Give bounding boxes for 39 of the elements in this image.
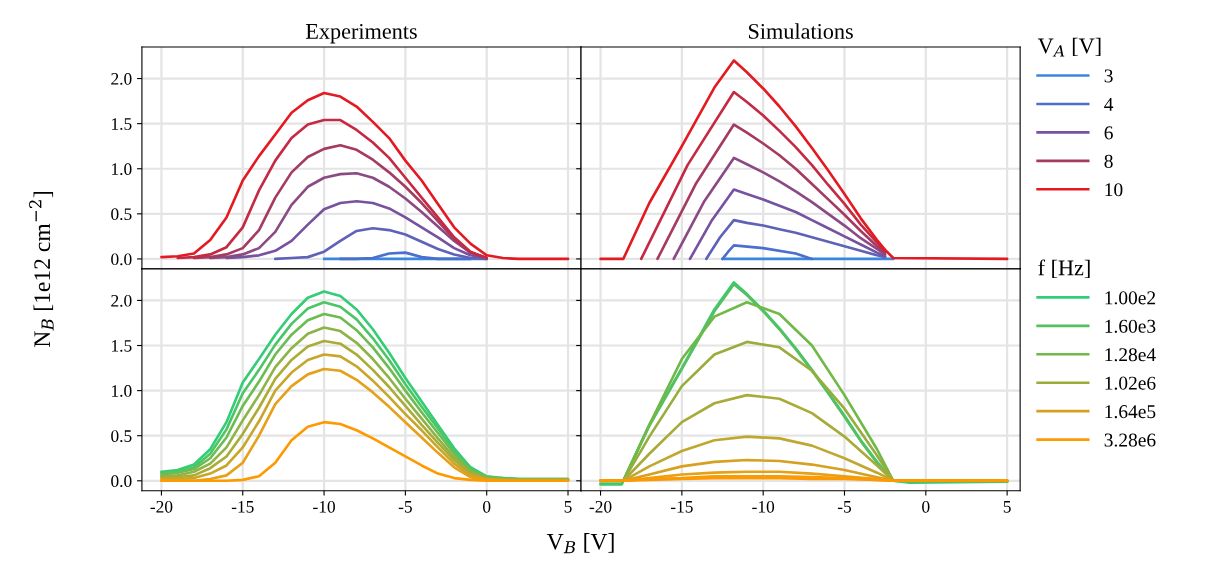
x-tick-label: -5	[837, 501, 852, 513]
legend-label: 4	[1104, 97, 1114, 111]
legend-title: f [Hz]	[1038, 259, 1090, 279]
y-tick-label: 1.0	[112, 385, 132, 397]
x-axis-title: V$_{B}$ [V]	[546, 533, 614, 554]
legend-label: 10	[1105, 183, 1123, 197]
y-tick-label: 1.0	[112, 163, 132, 176]
x-tick-label: -20	[589, 500, 612, 513]
y-tick-label: 0.0	[111, 253, 132, 266]
legend-label: 3.28e6	[1104, 433, 1156, 447]
y-tick-label: 0.0	[111, 475, 132, 488]
x-tick-label: -10	[752, 500, 775, 513]
legend-label: 8	[1104, 154, 1113, 168]
chart-title: Simulations	[748, 23, 853, 39]
y-tick-label: 1.5	[112, 340, 132, 352]
y-tick-label: 1.5	[112, 118, 132, 130]
x-tick-label: -10	[313, 500, 335, 513]
y-tick-label: 0.5	[111, 430, 132, 442]
legend-label: 6	[1104, 126, 1113, 140]
x-tick-label: -15	[231, 501, 254, 513]
legend-label: 1.64e5	[1105, 405, 1156, 419]
legend-label: 1.00e2	[1105, 291, 1156, 305]
legend-label: 3	[1104, 69, 1113, 83]
x-tick-label: -20	[150, 500, 173, 513]
chart-title: Experiments	[305, 23, 417, 44]
x-tick-label: 0	[922, 500, 930, 513]
y-tick-label: 0.5	[111, 208, 132, 221]
y-tick-label: 2.0	[111, 73, 132, 85]
x-tick-label: 5	[564, 501, 572, 513]
y-axis-title: N$_{B}$ [1e12 cm$^{−2}$]	[29, 191, 54, 348]
legend-label: 1.28e4	[1105, 348, 1156, 362]
legend-label: 1.60e3	[1105, 319, 1156, 333]
x-tick-label: 5	[1003, 501, 1011, 513]
x-tick-label: 0	[483, 500, 491, 513]
x-tick-label: -5	[398, 501, 412, 513]
legend-title: V$_{A}$ [V]	[1037, 37, 1101, 57]
y-tick-label: 2.0	[111, 294, 132, 307]
x-tick-label: -15	[670, 501, 693, 513]
legend-label: 1.02e6	[1105, 376, 1156, 390]
